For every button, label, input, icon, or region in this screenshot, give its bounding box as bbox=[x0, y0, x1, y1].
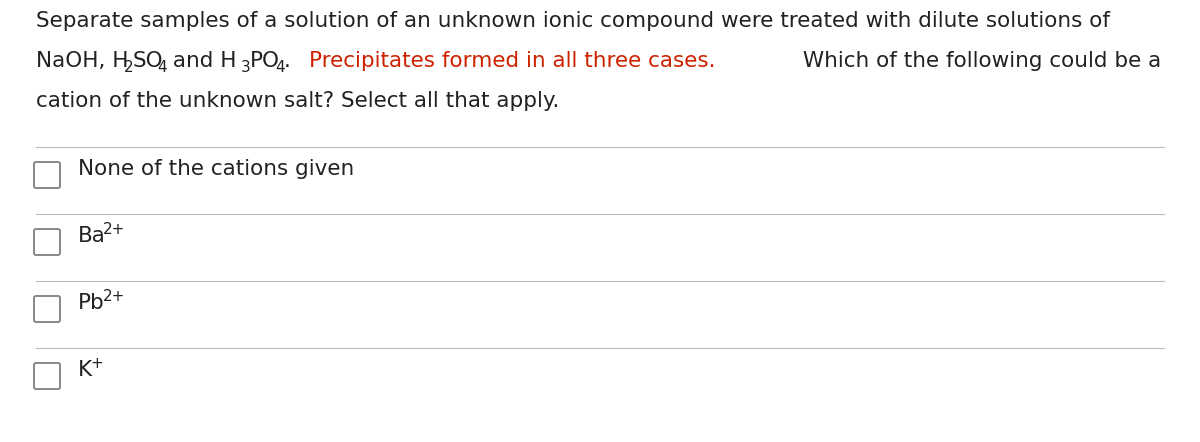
Text: None of the cations given: None of the cations given bbox=[78, 159, 354, 179]
FancyBboxPatch shape bbox=[34, 162, 60, 188]
Text: 2+: 2+ bbox=[103, 222, 125, 237]
Text: 2+: 2+ bbox=[103, 290, 125, 305]
Text: 4: 4 bbox=[275, 60, 284, 75]
Text: Pb: Pb bbox=[78, 293, 104, 313]
Text: cation of the unknown salt? Select all that apply.: cation of the unknown salt? Select all t… bbox=[36, 91, 559, 111]
Text: Precipitates formed in all three cases.: Precipitates formed in all three cases. bbox=[308, 51, 715, 71]
FancyBboxPatch shape bbox=[34, 363, 60, 389]
Text: SO: SO bbox=[132, 51, 163, 71]
Text: Ba: Ba bbox=[78, 226, 106, 246]
Text: 2: 2 bbox=[124, 60, 133, 75]
FancyBboxPatch shape bbox=[34, 296, 60, 322]
Text: Which of the following could be a: Which of the following could be a bbox=[796, 51, 1160, 71]
Text: PO: PO bbox=[250, 51, 280, 71]
Text: NaOH, H: NaOH, H bbox=[36, 51, 128, 71]
Text: +: + bbox=[90, 356, 103, 371]
FancyBboxPatch shape bbox=[34, 229, 60, 255]
Text: 3: 3 bbox=[241, 60, 251, 75]
Text: K: K bbox=[78, 360, 92, 380]
Text: 4: 4 bbox=[157, 60, 167, 75]
Text: Separate samples of a solution of an unknown ionic compound were treated with di: Separate samples of a solution of an unk… bbox=[36, 11, 1110, 31]
Text: .: . bbox=[283, 51, 298, 71]
Text: and H: and H bbox=[166, 51, 236, 71]
